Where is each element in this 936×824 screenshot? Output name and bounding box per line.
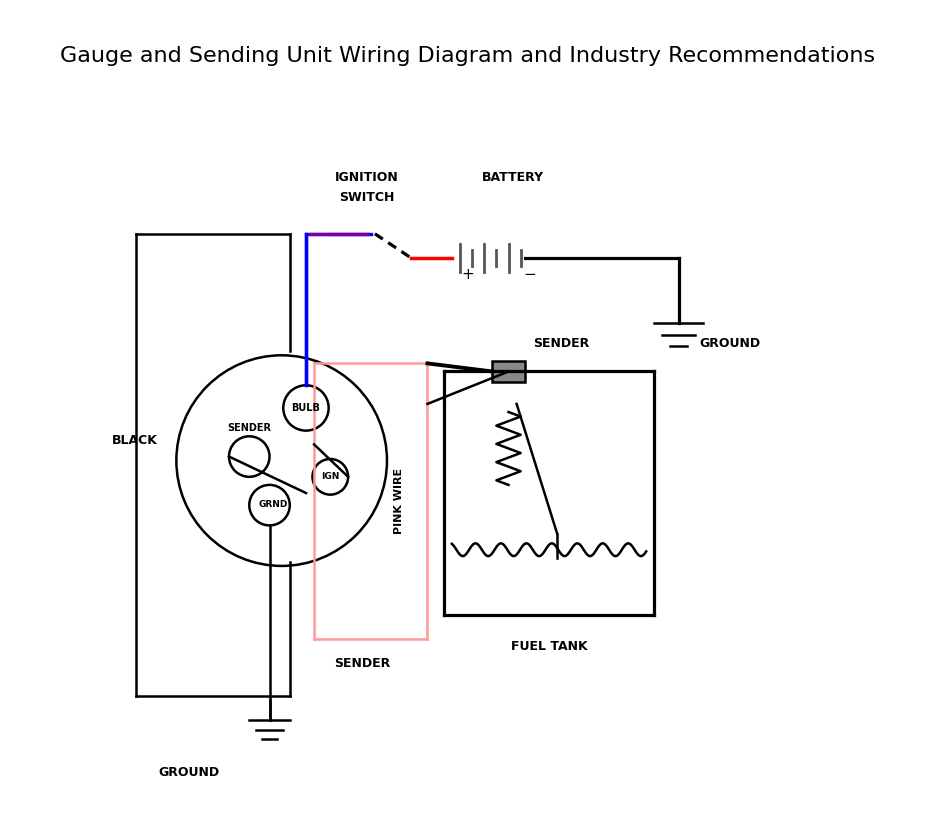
Text: +: + <box>461 267 475 282</box>
Text: SWITCH: SWITCH <box>339 191 394 204</box>
Text: SENDER: SENDER <box>227 424 271 433</box>
Text: SENDER: SENDER <box>334 657 391 670</box>
Text: SENDER: SENDER <box>533 337 590 349</box>
Text: PINK WIRE: PINK WIRE <box>394 468 404 534</box>
Text: FUEL TANK: FUEL TANK <box>511 640 587 653</box>
Text: GRND: GRND <box>259 500 288 509</box>
Text: GROUND: GROUND <box>158 766 219 779</box>
Text: Gauge and Sending Unit Wiring Diagram and Industry Recommendations: Gauge and Sending Unit Wiring Diagram an… <box>61 45 875 66</box>
Bar <box>492 362 525 382</box>
Text: IGN: IGN <box>321 472 340 481</box>
Text: −: − <box>523 267 536 282</box>
Text: GROUND: GROUND <box>699 337 760 349</box>
Text: BULB: BULB <box>291 403 320 413</box>
Text: BATTERY: BATTERY <box>481 171 544 184</box>
Text: IGNITION: IGNITION <box>335 171 399 184</box>
Text: BLACK: BLACK <box>111 434 157 447</box>
